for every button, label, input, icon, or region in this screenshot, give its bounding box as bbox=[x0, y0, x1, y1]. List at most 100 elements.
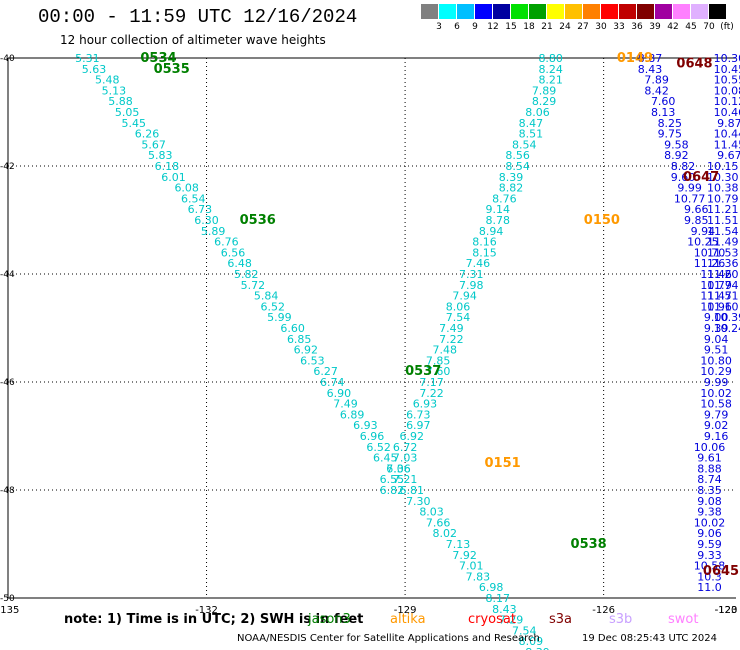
data-label-altika: 7.89 bbox=[532, 84, 557, 97]
data-label-cryosat: 11.26 bbox=[694, 257, 726, 270]
data-label-s3a: 10.15 bbox=[707, 160, 739, 173]
data-label-jason3: 5.72 bbox=[241, 279, 266, 292]
data-label-s3a: 10.45 bbox=[714, 63, 740, 76]
legend-label: 15 bbox=[505, 22, 517, 32]
legend-label: 39 bbox=[649, 22, 661, 32]
data-label-altika: 6.73 bbox=[406, 408, 431, 421]
data-label-jason3: 6.45 bbox=[373, 452, 398, 465]
data-label-s3a: 11.53 bbox=[707, 246, 739, 259]
x-tick-label: -126 bbox=[592, 605, 615, 616]
data-label-jason3: 5.84 bbox=[254, 290, 279, 303]
data-label-s3a: 10.38 bbox=[707, 182, 739, 195]
data-label-jason3: 7.83 bbox=[466, 570, 491, 583]
data-label-altika: 8.29 bbox=[532, 95, 557, 108]
data-label-altika: 8.21 bbox=[538, 74, 563, 87]
data-label-s3a: 10.3 bbox=[697, 570, 722, 583]
timestamp-text: 19 Dec 08:25:43 UTC 2024 bbox=[582, 633, 717, 644]
legend-label: 33 bbox=[613, 22, 625, 32]
data-label-cryosat: 10.79 bbox=[700, 279, 732, 292]
data-label-jason3: 6.48 bbox=[227, 257, 252, 270]
data-label-s3a: 9.00 bbox=[704, 311, 729, 324]
data-label-altika: 7.85 bbox=[426, 354, 451, 367]
pass-label: 0151 bbox=[485, 456, 521, 471]
pass-label: 0645 bbox=[703, 564, 739, 579]
legend-label: 30 bbox=[595, 22, 607, 32]
data-label-jason3: 5.63 bbox=[82, 63, 107, 76]
data-label-jason3: 8.43 bbox=[492, 603, 517, 616]
data-label-cryosat: 11.46 bbox=[700, 268, 732, 281]
legend-swatch bbox=[583, 4, 600, 19]
data-label-s3a: 11.54 bbox=[707, 225, 739, 238]
data-label-cryosat: 8.43 bbox=[638, 63, 663, 76]
data-label-jason3: 8.39 bbox=[525, 646, 550, 650]
data-label-altika: 6.55 bbox=[380, 473, 405, 486]
data-label-jason3: 5.89 bbox=[201, 225, 226, 238]
data-label-s3a: 9.33 bbox=[697, 549, 722, 562]
legend-label: 24 bbox=[559, 22, 571, 32]
legend-swatch bbox=[439, 4, 456, 19]
data-label-cryosat: 8.25 bbox=[658, 117, 683, 130]
data-label-altika: 6.97 bbox=[406, 419, 431, 432]
legend-label: 21 bbox=[541, 22, 553, 32]
x-tick-label: -120 bbox=[715, 605, 738, 616]
data-label-altika: 8.94 bbox=[479, 225, 504, 238]
data-label-s3a: 10.96 bbox=[700, 300, 732, 313]
data-label-s3a: 9.67 bbox=[717, 149, 740, 162]
data-label-altika: 8.51 bbox=[519, 128, 544, 141]
data-label-jason3: 7.49 bbox=[333, 398, 358, 411]
data-label-cryosat: 10.39 bbox=[714, 311, 740, 324]
data-label-altika: 8.54 bbox=[512, 138, 537, 151]
legend-swatch bbox=[565, 4, 582, 19]
data-label-altika: 8.54 bbox=[505, 160, 530, 173]
data-label-altika: 8.24 bbox=[538, 63, 563, 76]
sat-label-s3a: s3a bbox=[549, 612, 573, 627]
legend-swatch bbox=[691, 4, 708, 19]
data-label-altika: 9.14 bbox=[485, 203, 510, 216]
x-tick-label: -135 bbox=[0, 605, 19, 616]
pass-label: 0534 bbox=[140, 51, 176, 66]
data-label-jason3: 8.03 bbox=[419, 506, 444, 519]
legend-swatch bbox=[619, 4, 636, 19]
data-label-altika: 7.22 bbox=[439, 333, 464, 346]
data-label-altika: 8.78 bbox=[485, 214, 510, 227]
data-label-cryosat: 9.75 bbox=[658, 128, 683, 141]
data-label-cryosat: 8.87 bbox=[638, 52, 663, 65]
data-label-cryosat: 10.77 bbox=[674, 192, 706, 205]
data-label-jason3: 5.83 bbox=[148, 149, 173, 162]
legend-unit: (ft) bbox=[720, 22, 734, 32]
y-tick-label: -46 bbox=[0, 378, 15, 388]
data-label-altika: 7.94 bbox=[452, 290, 477, 303]
data-label-s3a: 11.0 bbox=[697, 581, 722, 594]
legend-swatch bbox=[457, 4, 474, 19]
data-label-cryosat: 10.24 bbox=[714, 322, 740, 335]
data-label-jason3: 7.29 bbox=[499, 614, 524, 627]
data-label-cryosat: 9.99 bbox=[677, 182, 702, 195]
data-label-altika: 7.54 bbox=[446, 311, 471, 324]
data-label-altika: 7.98 bbox=[459, 279, 484, 292]
data-label-altika: 8.76 bbox=[492, 192, 517, 205]
legend-swatch bbox=[673, 4, 690, 19]
data-label-jason3: 5.82 bbox=[234, 268, 259, 281]
data-label-jason3: 8.17 bbox=[485, 592, 510, 605]
data-label-altika: 7.49 bbox=[439, 322, 464, 335]
data-label-altika: 7.48 bbox=[433, 344, 458, 357]
x-tick-label: -129 bbox=[394, 605, 417, 616]
data-label-jason3: 7.21 bbox=[393, 473, 418, 486]
data-label-altika: 6.93 bbox=[413, 398, 438, 411]
data-label-cryosat: 8.42 bbox=[644, 84, 669, 97]
data-label-jason3: 6.52 bbox=[260, 300, 285, 313]
data-label-jason3: 6.27 bbox=[313, 365, 338, 378]
data-label-cryosat: 8.82 bbox=[671, 160, 696, 173]
data-label-jason3: 6.60 bbox=[280, 322, 305, 335]
y-tick-label: -44 bbox=[0, 270, 15, 280]
sat-label-cryosat: cryosat bbox=[468, 612, 516, 627]
data-label-altika: 7.31 bbox=[459, 268, 484, 281]
pass-label: 0535 bbox=[154, 62, 190, 77]
data-label-s3a: 10.08 bbox=[714, 84, 740, 97]
data-label-altika: 6.36 bbox=[386, 462, 411, 475]
data-label-cryosat: 8.92 bbox=[664, 149, 689, 162]
data-label-s3a: 10.02 bbox=[700, 387, 732, 400]
data-label-s3a: 9.87 bbox=[717, 117, 740, 130]
data-label-cryosat: 11.10 bbox=[707, 300, 739, 313]
data-label-s3a: 10.55 bbox=[714, 74, 740, 87]
